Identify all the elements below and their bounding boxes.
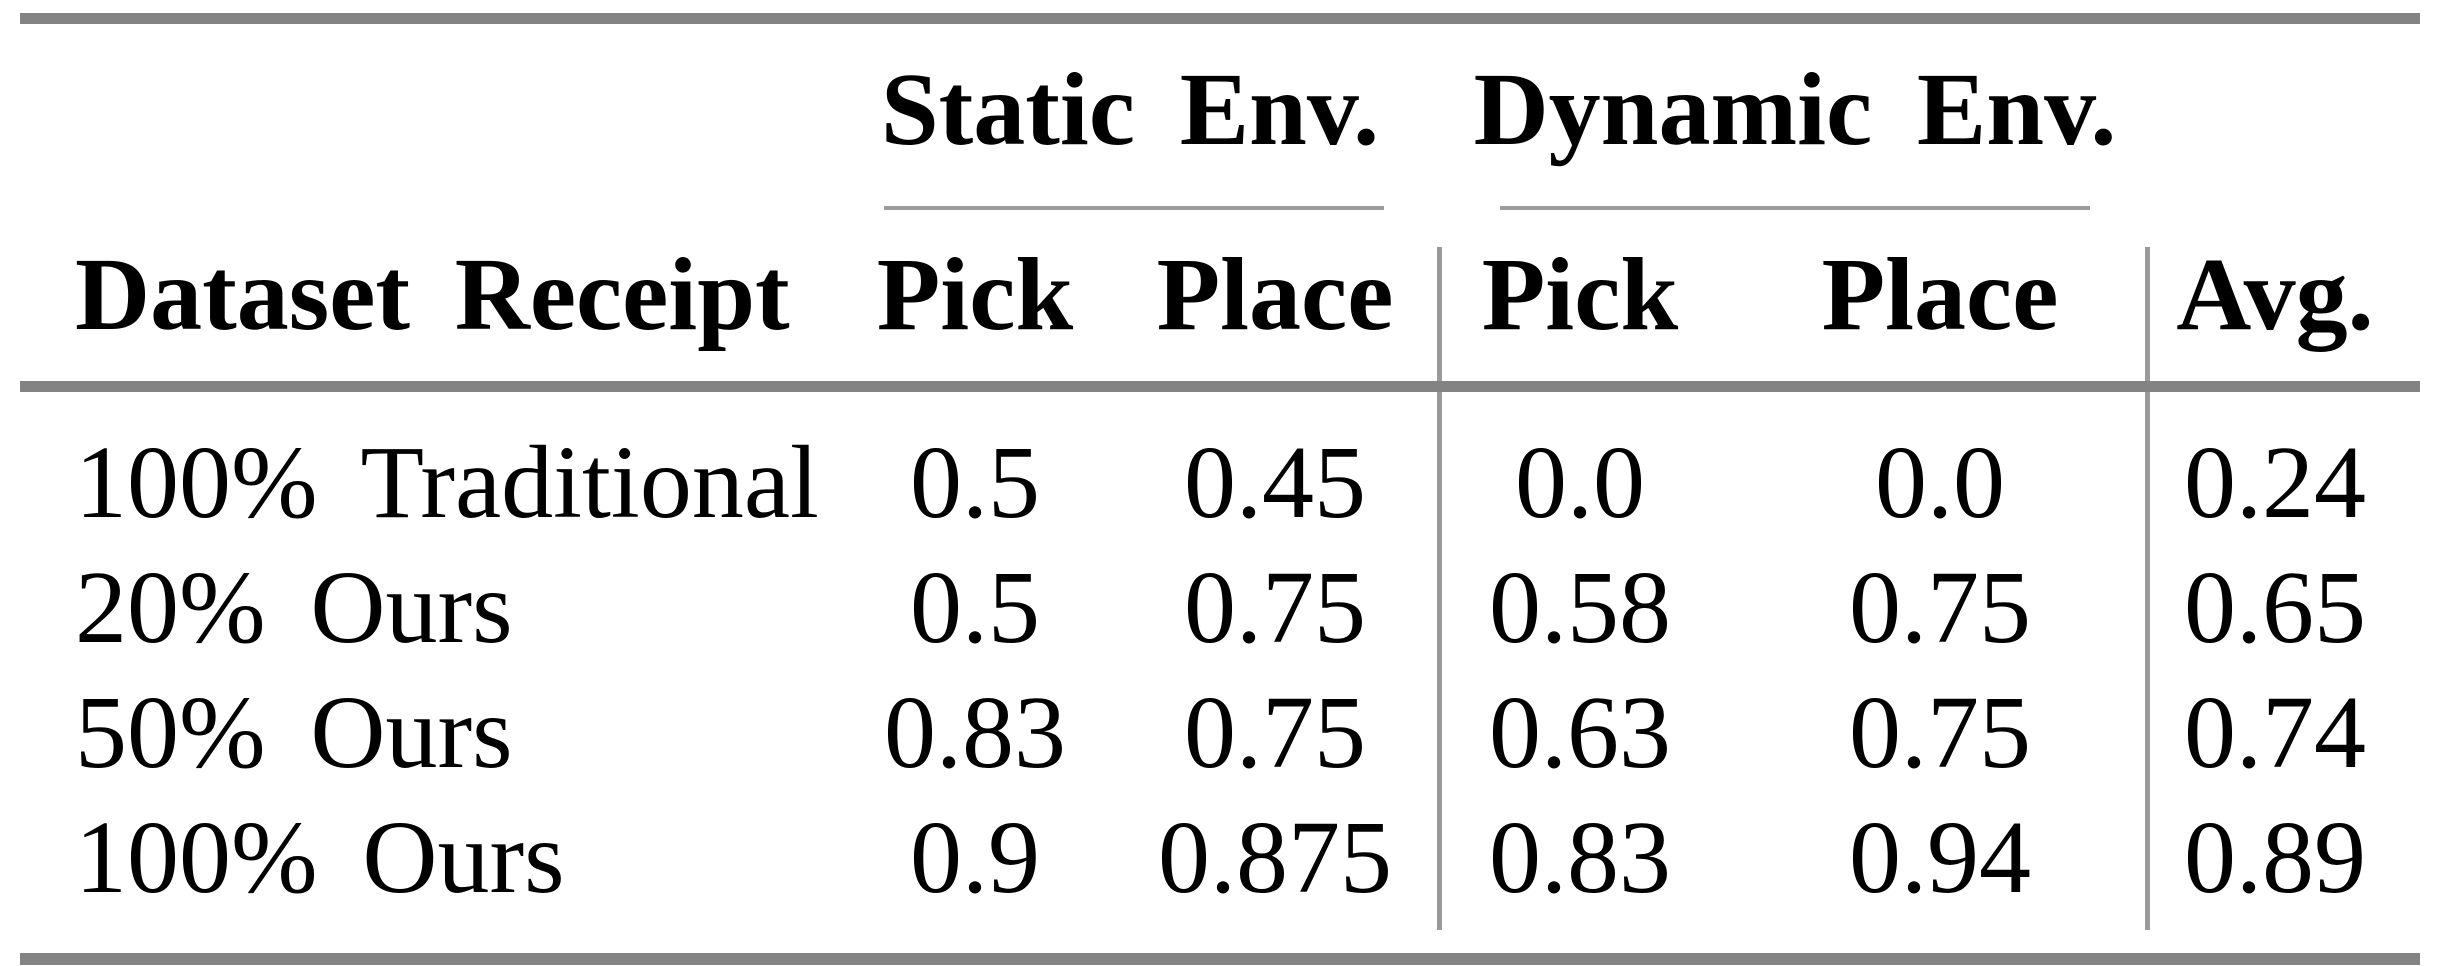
table-cell: 0.0 [1515, 425, 1645, 540]
table-top-rule [20, 13, 2420, 24]
static-env-underline-rule [884, 206, 1384, 210]
header-dataset-receipt: Dataset Receipt [75, 237, 790, 352]
table-cell: 0.65 [2184, 550, 2366, 665]
table-cell: 0.875 [1158, 800, 1392, 915]
table-cell: 0.83 [884, 675, 1066, 790]
column-separator-static-dynamic [1437, 247, 1442, 930]
table-cell: 0.5 [910, 550, 1040, 665]
table-cell: 0.83 [1489, 800, 1671, 915]
table-cell: 0.5 [910, 425, 1040, 540]
row-label: 100% Ours [75, 800, 565, 915]
column-separator-dynamic-avg [2145, 247, 2150, 930]
table-cell: 0.75 [1849, 550, 2031, 665]
header-static-pick: Pick [876, 237, 1074, 352]
dynamic-env-underline-rule [1500, 206, 2090, 210]
table-cell: 0.74 [2184, 675, 2366, 790]
table-cell: 0.45 [1184, 425, 1366, 540]
table-header-rule [20, 381, 2420, 392]
column-group-static-env: Static Env. [880, 52, 1380, 167]
table-cell: 0.75 [1184, 550, 1366, 665]
table-cell: 0.58 [1489, 550, 1671, 665]
row-label: 50% Ours [75, 675, 513, 790]
header-dynamic-pick: Pick [1481, 237, 1679, 352]
table-cell: 0.75 [1184, 675, 1366, 790]
table-cell: 0.0 [1875, 425, 2005, 540]
header-static-place: Place [1156, 237, 1394, 352]
table-cell: 0.9 [910, 800, 1040, 915]
table-cell: 0.24 [2184, 425, 2366, 540]
header-dynamic-place: Place [1821, 237, 2059, 352]
table-cell: 0.89 [2184, 800, 2366, 915]
header-avg: Avg. [2176, 237, 2374, 352]
table-bottom-rule [20, 953, 2420, 965]
table-cell: 0.75 [1849, 675, 2031, 790]
row-label: 20% Ours [75, 550, 513, 665]
table-cell: 0.63 [1489, 675, 1671, 790]
table-cell: 0.94 [1849, 800, 2031, 915]
column-group-dynamic-env: Dynamic Env. [1473, 52, 2117, 167]
row-label: 100% Traditional [75, 425, 819, 540]
